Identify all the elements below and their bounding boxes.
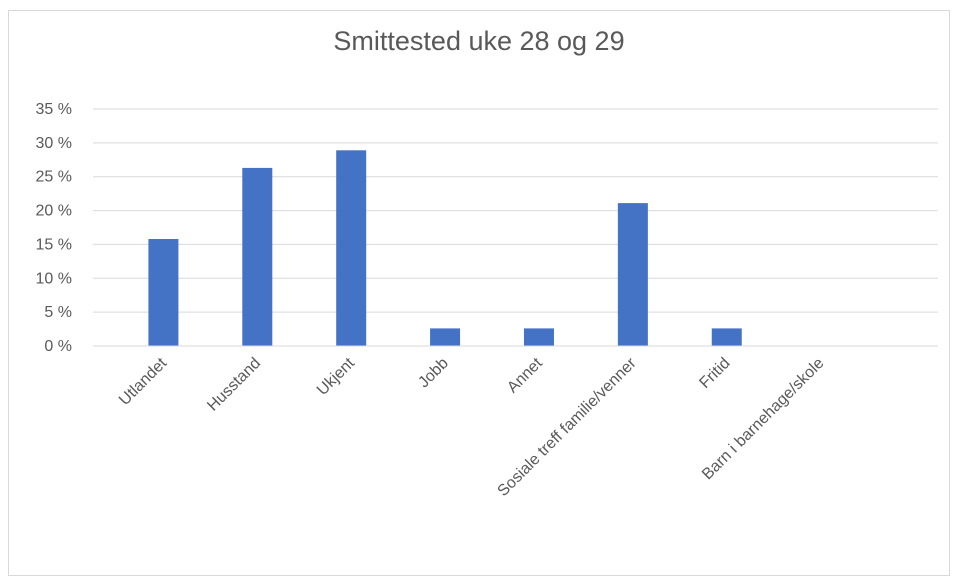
y-tick-label: 30 % [36, 135, 72, 152]
y-tick-label: 15 % [36, 236, 72, 253]
chart-title: Smittested uke 28 og 29 [333, 26, 625, 56]
x-tick-label: Utlandet [116, 354, 171, 409]
x-tick-label: Ukjent [314, 354, 358, 398]
bar-sosiale-treff-familie-venner [617, 203, 648, 346]
bar-ukjent [336, 150, 367, 346]
bar-jobb [430, 328, 461, 346]
y-tick-label: 20 % [36, 203, 72, 220]
bar-utlandet [148, 239, 179, 346]
y-tick-label: 10 % [36, 270, 72, 287]
x-tick-label: Annet [504, 354, 546, 396]
x-tick-label: Husstand [204, 355, 264, 415]
bar-annet [523, 328, 554, 346]
bar-fritid [711, 328, 742, 346]
y-tick-label: 25 % [36, 169, 72, 186]
bar-husstand [242, 167, 273, 346]
x-tick-label: Jobb [415, 355, 452, 392]
y-tick-label: 5 % [44, 304, 72, 321]
x-tick-label: Fritid [696, 355, 733, 392]
y-tick-label: 0 % [44, 338, 72, 355]
y-tick-label: 35 % [36, 101, 72, 118]
